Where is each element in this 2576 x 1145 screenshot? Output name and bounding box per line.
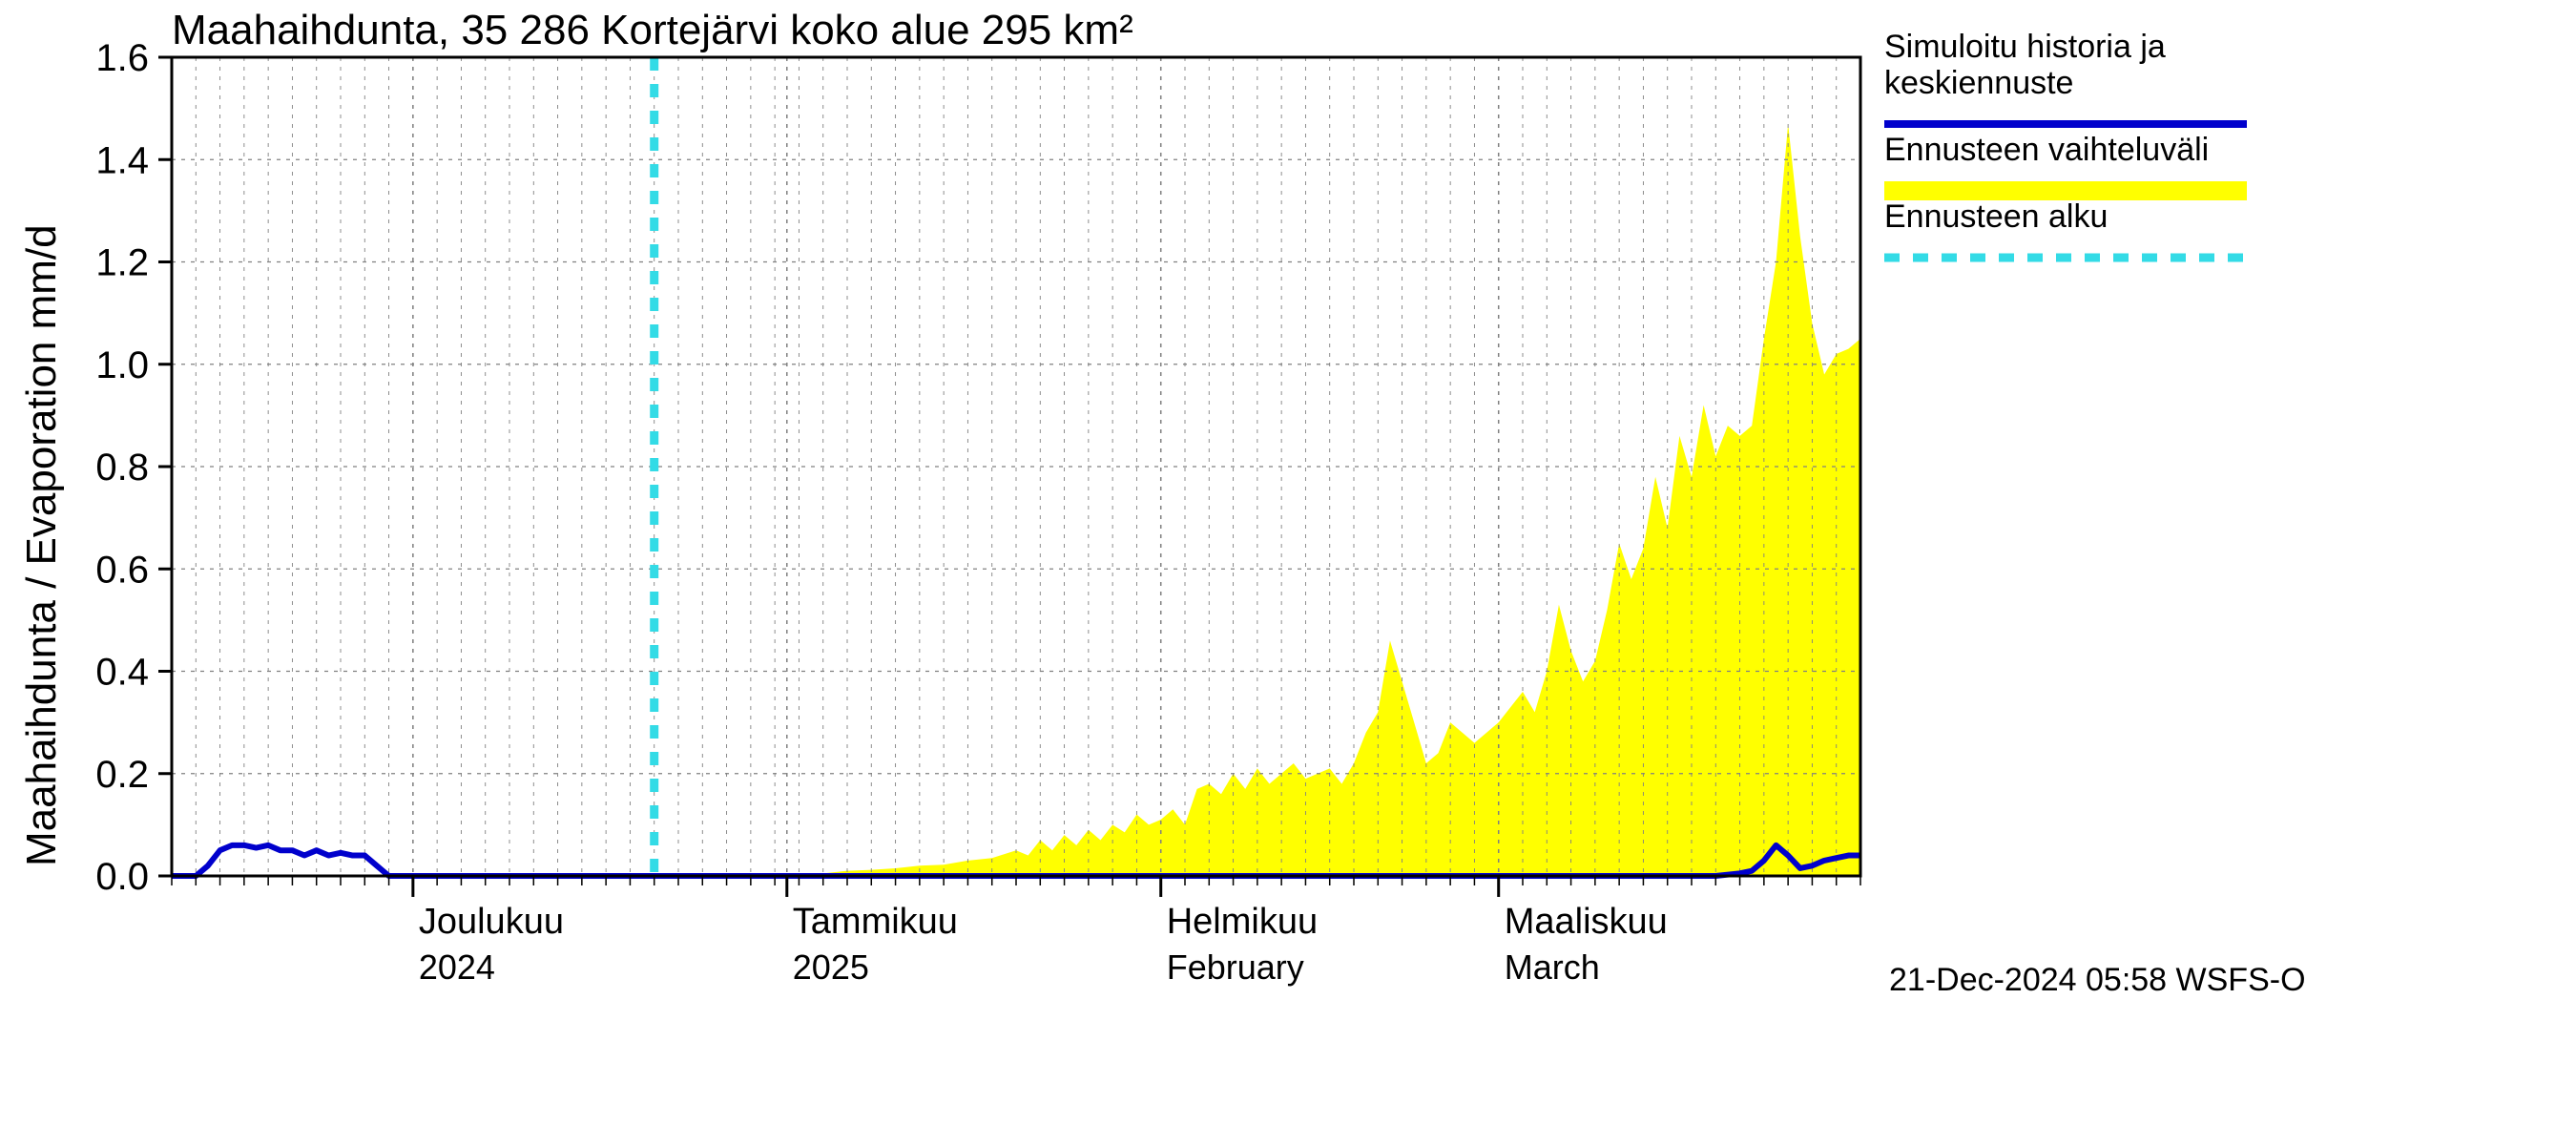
- ytick-label: 1.2: [95, 242, 149, 284]
- legend-label: Ennusteen alku: [1884, 198, 2108, 235]
- y-axis-label: Maahaihdunta / Evaporation mm/d: [18, 224, 65, 866]
- ytick-label: 1.6: [95, 37, 149, 79]
- legend-label: Ennusteen vaihteluväli: [1884, 132, 2209, 168]
- xaxis-month-label: Maaliskuu: [1505, 902, 1668, 942]
- legend-swatch-band: [1884, 181, 2247, 200]
- xaxis-month-label: Helmikuu: [1167, 902, 1318, 942]
- ytick-label: 0.6: [95, 549, 149, 591]
- ytick-label: 1.0: [95, 344, 149, 386]
- ytick-label: 1.4: [95, 139, 149, 181]
- xaxis-month-label: Joulukuu: [419, 902, 564, 942]
- ytick-label: 0.2: [95, 754, 149, 796]
- ytick-label: 0.8: [95, 447, 149, 489]
- xaxis-sub-label: February: [1167, 947, 1304, 987]
- ytick-label: 0.0: [95, 856, 149, 898]
- legend-label: keskiennuste: [1884, 65, 2073, 101]
- chart-svg: 0.0 0.2 0.4 0.6 0.8 1.0 1.2 1.4 1.6 Joulukuu 2024 T…: [0, 0, 2576, 1145]
- xaxis-sub-label: 2025: [793, 947, 869, 987]
- xaxis-sub-label: 2024: [419, 947, 495, 987]
- xaxis-month-label: Tammikuu: [793, 902, 958, 942]
- chart-title: Maahaihdunta, 35 286 Kortejärvi koko alu…: [172, 7, 1133, 53]
- chart-container: 0.0 0.2 0.4 0.6 0.8 1.0 1.2 1.4 1.6 Joulukuu 2024 T…: [0, 0, 2576, 1145]
- footer-timestamp: 21-Dec-2024 05:58 WSFS-O: [1889, 962, 2306, 998]
- xaxis-sub-label: March: [1505, 947, 1600, 987]
- legend-label: Simuloitu historia ja: [1884, 29, 2166, 65]
- ytick-label: 0.4: [95, 652, 149, 694]
